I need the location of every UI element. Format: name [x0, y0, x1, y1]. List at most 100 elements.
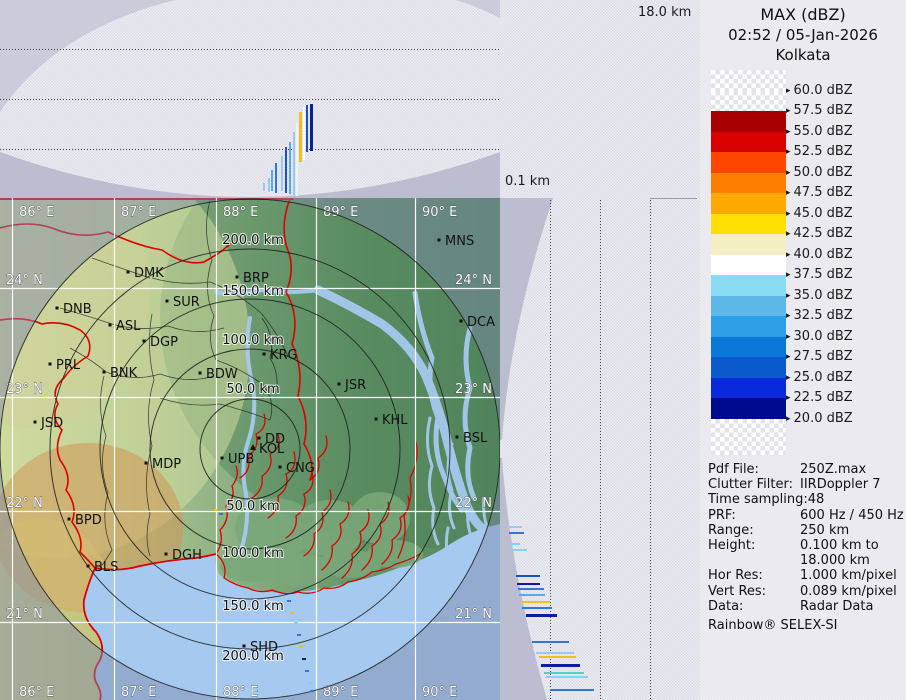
lon-label-bottom: 87° E	[121, 685, 156, 700]
product-name: MAX (dBZ)	[760, 5, 846, 24]
top-height-profile-panel	[0, 0, 500, 198]
latlon-grid: 86° E 86° E 87° E 87° E 88° E 88° E 89° E 89° E…	[0, 198, 500, 700]
colorbar-tick-label: ▸ 40.0 dBZ	[786, 246, 853, 262]
city-dot	[86, 564, 90, 568]
lon-label-top: 90° E	[422, 205, 457, 220]
radar-site-marker	[250, 444, 256, 450]
echo-column	[306, 105, 308, 152]
city-dot	[437, 238, 441, 242]
top-profile-echo-bars	[263, 104, 313, 196]
top-panel-height-gridlines	[0, 49, 500, 150]
city-label: JSD	[40, 416, 63, 431]
colorbar-tick-label: ▸ 22.5 dBZ	[786, 390, 853, 405]
echo-row	[536, 652, 574, 654]
city-label: SHD	[250, 640, 278, 655]
right-panel-nodata-shading	[500, 198, 553, 700]
colorbar-tick-label: ▸ 30.0 dBZ	[786, 328, 853, 344]
tick-arrow-icon: ▸	[786, 413, 791, 424]
colorbar-cell	[711, 357, 786, 378]
range-rings: 200.0 km 150.0 km 100.0 km 50.0 km 50.0 km 10…	[0, 198, 500, 700]
city-label: KHL	[382, 413, 408, 428]
range-ring	[99, 298, 401, 600]
echo-row	[509, 532, 524, 534]
city-dot	[337, 382, 341, 386]
height-axis-max-label: 18.0 km	[638, 5, 692, 20]
city-dot	[102, 370, 106, 374]
city-dot	[55, 306, 59, 310]
echo-row	[546, 676, 588, 678]
city-dot	[33, 420, 37, 424]
city-label: UPB	[228, 452, 254, 467]
echo-row	[550, 689, 594, 691]
right-profile-echo-bars	[509, 526, 594, 691]
lon-label-bottom: 88° E	[223, 685, 258, 700]
lat-label-right: 24° N	[455, 273, 492, 288]
range-ring	[149, 348, 351, 550]
echo-row	[544, 672, 584, 674]
city-dot	[374, 417, 378, 421]
echo-row	[521, 601, 550, 603]
colorbar-tick-label: ▸ 32.5 dBZ	[786, 308, 853, 323]
lon-label-top: 87° E	[121, 205, 156, 220]
metadata-value: 1.000 km/pixel	[800, 568, 897, 584]
radar-echo-cell	[310, 690, 314, 692]
metadata-row: Hor Res: 1.000 km/pixel	[708, 568, 902, 583]
city-dot	[198, 371, 202, 375]
metadata-value: 600 Hz / 450 Hz	[800, 507, 904, 523]
range-ring-label: 150.0 km	[222, 284, 284, 299]
tick-arrow-icon: ▸	[786, 372, 791, 383]
metadata-label: Vert Res:	[708, 583, 767, 599]
metadata-value: Radar Data	[800, 598, 874, 614]
colorbar-tick-label: ▸ 55.0 dBZ	[786, 123, 853, 139]
tick-arrow-icon: ▸	[786, 229, 791, 239]
city-dot	[262, 352, 266, 356]
echo-column	[271, 170, 273, 191]
radar-echo-cell	[294, 622, 298, 624]
sundarbans-channels	[215, 413, 421, 595]
scan-metadata: Pdf File: 250Z.max Clutter Filter: IIRDoppl…	[708, 462, 904, 633]
tick-arrow-icon: ▸	[786, 249, 791, 260]
metadata-row: PRF: 600 Hz / 450 Hz	[708, 507, 904, 523]
city-dot	[459, 319, 463, 323]
echo-column	[299, 112, 302, 162]
colorbar-cell	[711, 254, 786, 275]
range-ring	[49, 248, 451, 650]
colorbar-cell	[711, 131, 786, 152]
tick-arrow-icon: ▸	[786, 393, 791, 403]
lon-label-top: 86° E	[19, 205, 54, 220]
city-label: BLS	[94, 560, 118, 575]
city-dot	[220, 456, 224, 460]
lat-label-left: 21° N	[6, 607, 43, 622]
echo-row	[539, 656, 576, 658]
tick-arrow-icon: ▸	[786, 126, 791, 137]
tick-arrow-icon: ▸	[786, 85, 791, 96]
radar-map: 86° E 86° E 87° E 87° E 88° E 88° E 89° E 89° E…	[0, 198, 500, 700]
echo-row	[518, 588, 544, 590]
echo-column	[293, 132, 295, 195]
metadata-value: 48	[807, 492, 825, 508]
city-label: DNB	[63, 302, 92, 317]
range-ring	[0, 198, 500, 700]
city-dot	[257, 436, 261, 440]
colorbar-cell	[711, 213, 786, 234]
city-label: BSL	[463, 431, 488, 446]
colorbar-tick-label: ▸ 20.0 dBZ	[786, 410, 853, 426]
radar-echo-cell	[290, 612, 294, 614]
city-label: DMK	[134, 266, 164, 281]
city-label: ASL	[116, 319, 141, 334]
echo-row	[509, 526, 522, 528]
city-dot	[142, 339, 146, 343]
echo-column	[289, 142, 291, 194]
echo-row	[510, 549, 527, 551]
echo-row	[532, 641, 569, 643]
colorbar-cell	[711, 336, 786, 357]
colorbar-tick-label: ▸ 52.5 dBZ	[786, 144, 853, 159]
colorbar-cell	[711, 111, 786, 132]
tick-arrow-icon: ▸	[786, 270, 791, 280]
echo-column	[268, 178, 270, 192]
radar-echo-cell	[308, 682, 312, 684]
city-label: KRG	[270, 348, 298, 363]
radar-echo-cell	[305, 670, 309, 672]
metadata-row: Range: 250 km	[708, 523, 902, 538]
